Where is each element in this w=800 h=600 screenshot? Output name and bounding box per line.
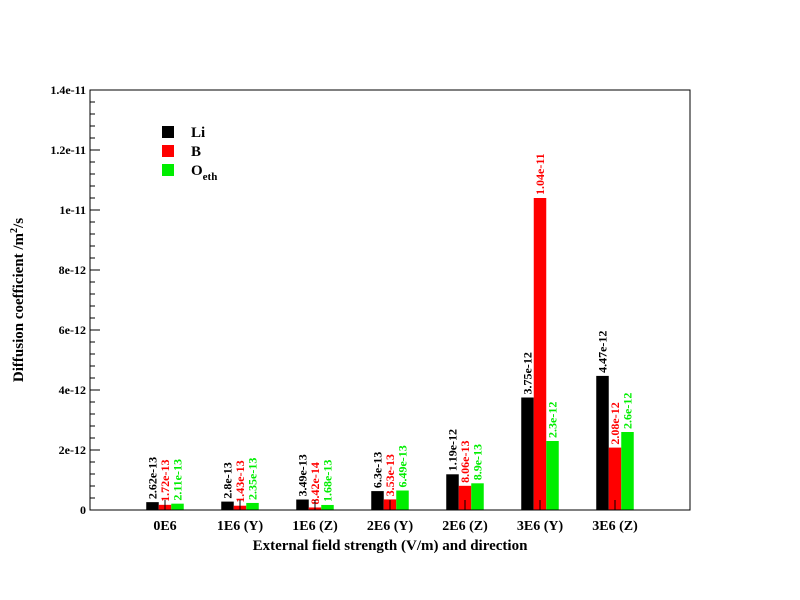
y-tick-label: 1.2e-11	[50, 143, 86, 157]
value-label-li: 6.3e-13	[371, 452, 385, 488]
value-label-oeth: 2.6e-12	[621, 393, 635, 429]
x-tick-label: 3E6 (Z)	[592, 519, 638, 534]
y-tick-label: 4e-12	[59, 383, 86, 397]
legend-label-li: Li	[191, 125, 205, 141]
bar-oeth	[546, 441, 559, 510]
bar-li	[221, 501, 234, 510]
x-tick-label: 1E6 (Y)	[217, 519, 264, 534]
value-label-b: 1.43e-13	[233, 460, 247, 502]
y-axis-title: Diffusion coefficient /m2/s	[9, 218, 27, 382]
bar-b	[533, 198, 547, 510]
bar-oeth	[396, 490, 409, 510]
legend-label-b: B	[191, 144, 201, 160]
bar-oeth	[621, 432, 634, 510]
value-labels: 2.62e-131.72e-132.11e-13 2.8e-131.43e-132…	[146, 153, 635, 504]
value-label-li: 2.8e-13	[221, 462, 235, 498]
legend-swatch-li	[162, 126, 174, 138]
bar-li	[296, 499, 309, 510]
legend-label-main: Li	[191, 125, 205, 141]
legend-label-main: O	[191, 163, 203, 179]
y-tick-label: 6e-12	[59, 323, 86, 337]
value-label-li: 3.75e-12	[521, 352, 535, 394]
x-tick-label: 1E6 (Z)	[292, 519, 338, 534]
value-label-b: 2.08e-12	[608, 402, 622, 444]
value-label-b: 1.72e-13	[158, 460, 172, 502]
bar-oeth	[471, 483, 484, 510]
x-axis-tick-labels: 0E6 1E6 (Y) 1E6 (Z) 2E6 (Y) 2E6 (Z) 3E6 (Y) 3E…	[153, 500, 638, 534]
value-label-li: 3.49e-13	[296, 454, 310, 496]
legend-label-sub: eth	[203, 171, 218, 183]
y-tick-label: 1.4e-11	[50, 83, 86, 97]
value-label-li: 2.62e-13	[146, 457, 160, 499]
value-label-b: 8.06e-13	[458, 440, 472, 482]
y-axis-ticks: 0 2e-12 4e-12 6e-12 8e-12 1e-11 1.2e-11 1.4e-11	[50, 83, 100, 517]
x-tick-label: 3E6 (Y)	[517, 519, 564, 534]
value-label-b: 8.42e-14	[308, 462, 322, 504]
bar-oeth	[171, 503, 184, 510]
bar-li	[446, 474, 459, 510]
x-tick-label: 2E6 (Y)	[367, 519, 414, 534]
bar-li	[371, 491, 384, 510]
y-tick-label: 1e-11	[59, 203, 86, 217]
value-label-oeth: 6.49e-13	[396, 445, 410, 487]
value-label-oeth: 8.9e-13	[471, 444, 485, 480]
bar-li	[521, 397, 534, 510]
y-tick-label: 8e-12	[59, 263, 86, 277]
bar-b	[608, 447, 622, 510]
value-label-oeth: 1.68e-13	[321, 460, 335, 502]
x-tick-label: 2E6 (Z)	[442, 519, 488, 534]
bar-li	[146, 502, 159, 510]
x-tick-label: 0E6	[153, 519, 176, 534]
y-axis-title-tail: /s	[11, 218, 27, 229]
value-label-b: 1.04e-11	[533, 153, 547, 195]
x-axis-title: External field strength (V/m) and direct…	[253, 538, 529, 554]
bar-oeth	[321, 504, 334, 510]
value-label-b: 3.53e-13	[383, 454, 397, 496]
value-label-oeth: 2.11e-13	[171, 459, 185, 501]
legend-label-oeth: Oeth	[191, 163, 217, 183]
y-tick-label: 0	[80, 503, 86, 517]
legend-label-main: B	[191, 144, 201, 160]
value-label-li: 1.19e-12	[446, 429, 460, 471]
value-label-oeth: 2.35e-13	[246, 458, 260, 500]
y-tick-label: 2e-12	[59, 443, 86, 457]
bar-li	[596, 375, 609, 510]
plot-frame	[89, 89, 691, 511]
y-axis-title-sup: 2	[9, 228, 20, 233]
bar-oeth	[246, 502, 259, 510]
legend-swatch-b	[162, 145, 174, 157]
value-label-oeth: 2.3e-12	[546, 402, 560, 438]
y-axis-title-base: Diffusion coefficient /m	[11, 232, 27, 382]
legend-swatch-oeth	[162, 164, 174, 176]
bar-b	[458, 485, 472, 510]
value-label-li: 4.47e-12	[596, 331, 610, 373]
